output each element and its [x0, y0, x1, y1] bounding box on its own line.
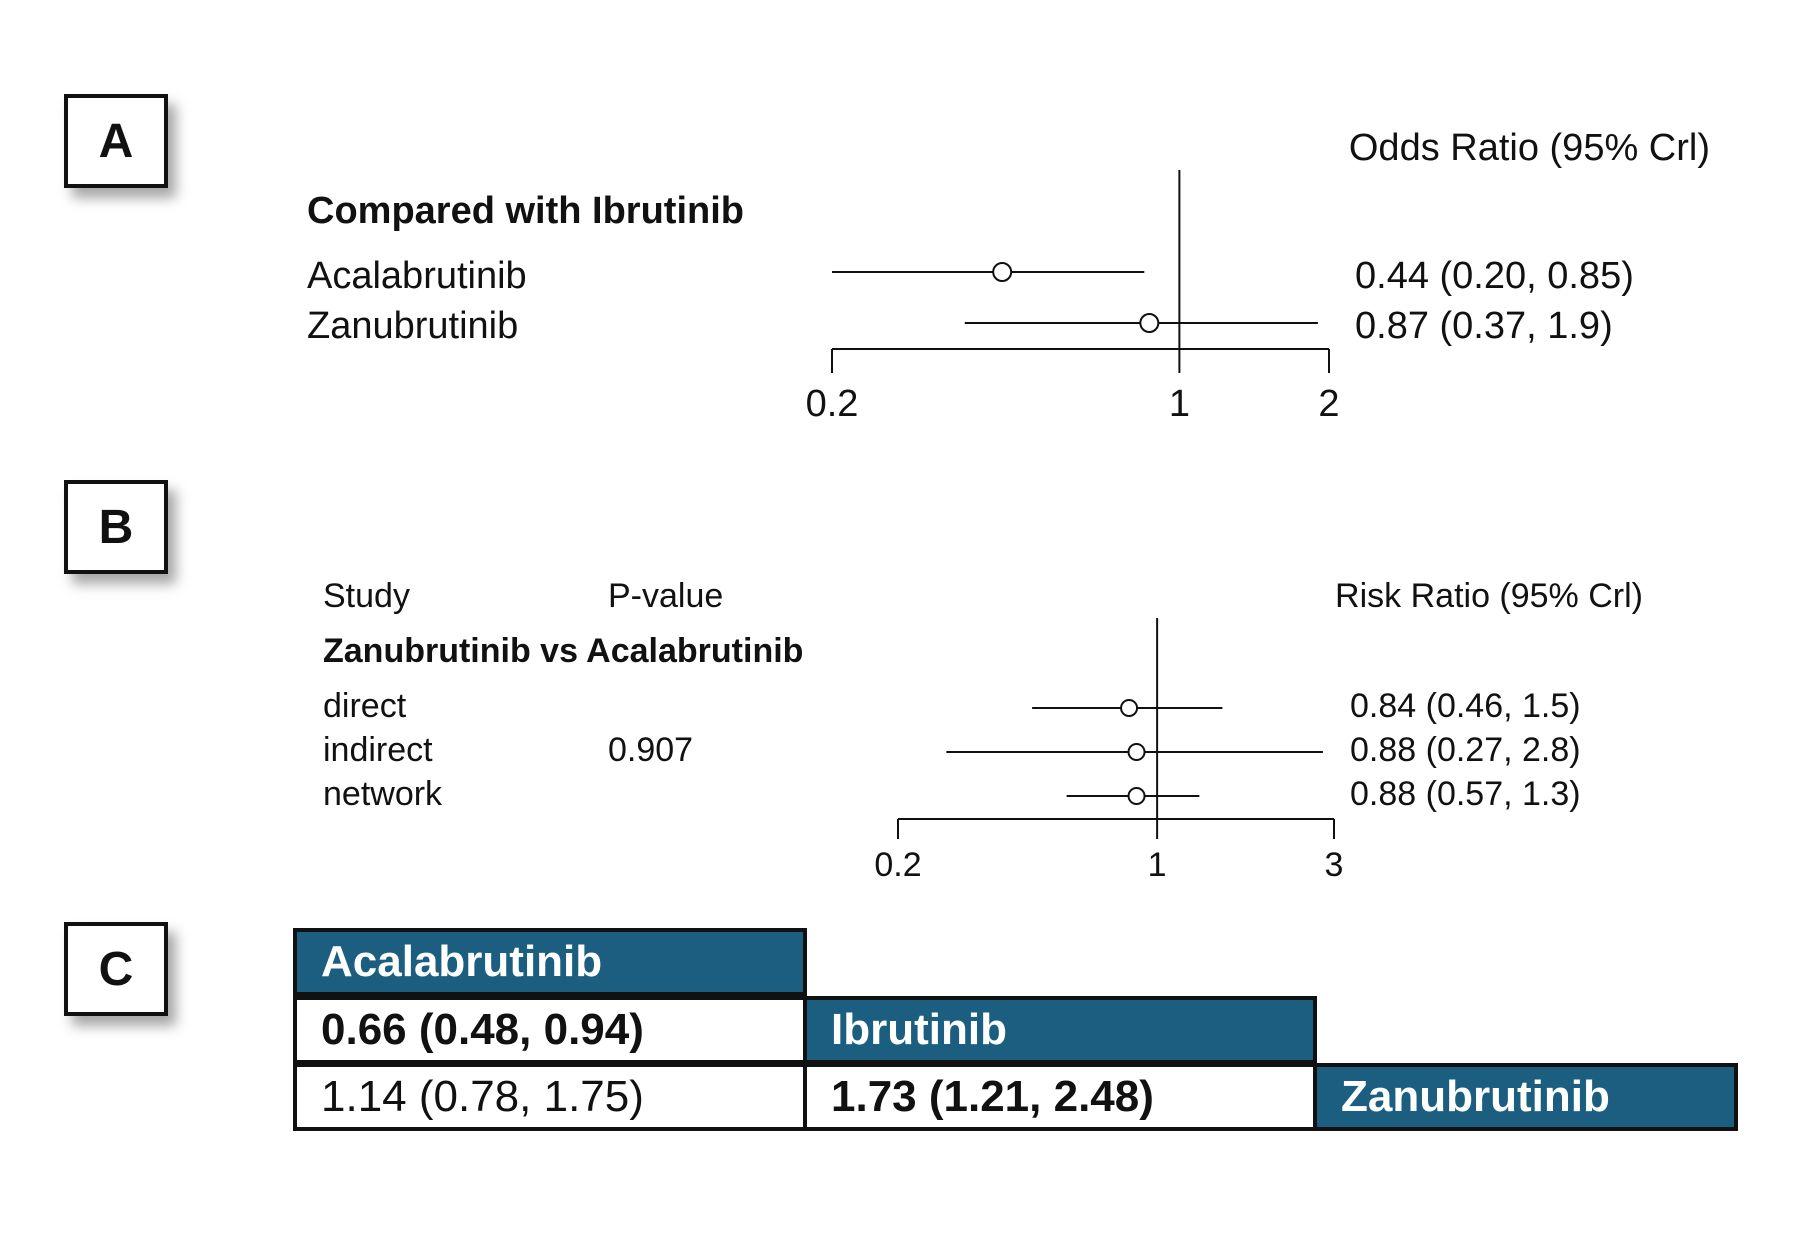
- row-name-a-1: Zanubrutinib: [307, 305, 518, 347]
- league-header-acalabrutinib: Acalabrutinib: [293, 928, 807, 996]
- row-value-a-1: 0.87 (0.37, 1.9): [1355, 305, 1613, 347]
- league-cell-zanu-vs-acala: 1.14 (0.78, 1.75): [293, 1063, 807, 1131]
- row-name-b-2: network: [323, 775, 443, 813]
- study-header-b: Study: [323, 577, 410, 615]
- row-value-a-0: 0.44 (0.20, 0.85): [1355, 255, 1634, 297]
- forest-a-point-0: [992, 262, 1013, 282]
- forest-b-tick-label-2: 3: [1325, 846, 1344, 884]
- row-value-b-0: 0.84 (0.46, 1.5): [1350, 687, 1581, 725]
- row-name-b-1: indirect: [323, 731, 433, 769]
- forest-b-point-0: [1120, 699, 1139, 717]
- group-title-b: Zanubrutinib vs Acalabrutinib: [323, 632, 803, 670]
- panel-label-c: C: [64, 922, 168, 1016]
- forest-b-tick-label-1: 1: [1148, 846, 1167, 884]
- row-value-b-1: 0.88 (0.27, 2.8): [1350, 731, 1581, 769]
- pvalue-header-b: P-value: [608, 577, 723, 615]
- row-name-b-0: direct: [323, 687, 407, 725]
- forest-a-tick-label-1: 1: [1169, 383, 1190, 425]
- forest-plot-b: Study P-value Risk Ratio (95% Crl) Zanub…: [323, 577, 1643, 884]
- league-header-ibrutinib: Ibrutinib: [803, 996, 1317, 1064]
- forest-a-point-1: [1139, 313, 1160, 333]
- effect-label-b: Risk Ratio (95% Crl): [1335, 577, 1643, 615]
- group-title-a: Compared with Ibrutinib: [307, 190, 744, 232]
- panel-label-a: A: [64, 94, 168, 188]
- forest-b-point-2: [1127, 787, 1146, 805]
- panel-label-b: B: [64, 480, 168, 574]
- row-name-a-0: Acalabrutinib: [307, 255, 527, 297]
- league-header-zanubrutinib: Zanubrutinib: [1313, 1063, 1738, 1131]
- forest-b-tick-label-0: 0.2: [874, 846, 921, 884]
- row-pvalue-b-1: 0.907: [608, 731, 693, 769]
- forest-plot-a: Odds Ratio (95% Crl) Compared with Ibrut…: [307, 127, 1710, 425]
- forest-b-point-1: [1127, 743, 1146, 761]
- row-value-b-2: 0.88 (0.57, 1.3): [1350, 775, 1581, 813]
- league-cell-ibru-vs-acala: 0.66 (0.48, 0.94): [293, 996, 807, 1064]
- effect-label-a: Odds Ratio (95% Crl): [1349, 127, 1710, 169]
- forest-a-tick-label-2: 2: [1318, 383, 1339, 425]
- forest-a-tick-label-0: 0.2: [806, 383, 859, 425]
- league-cell-zanu-vs-ibru: 1.73 (1.21, 2.48): [803, 1063, 1317, 1131]
